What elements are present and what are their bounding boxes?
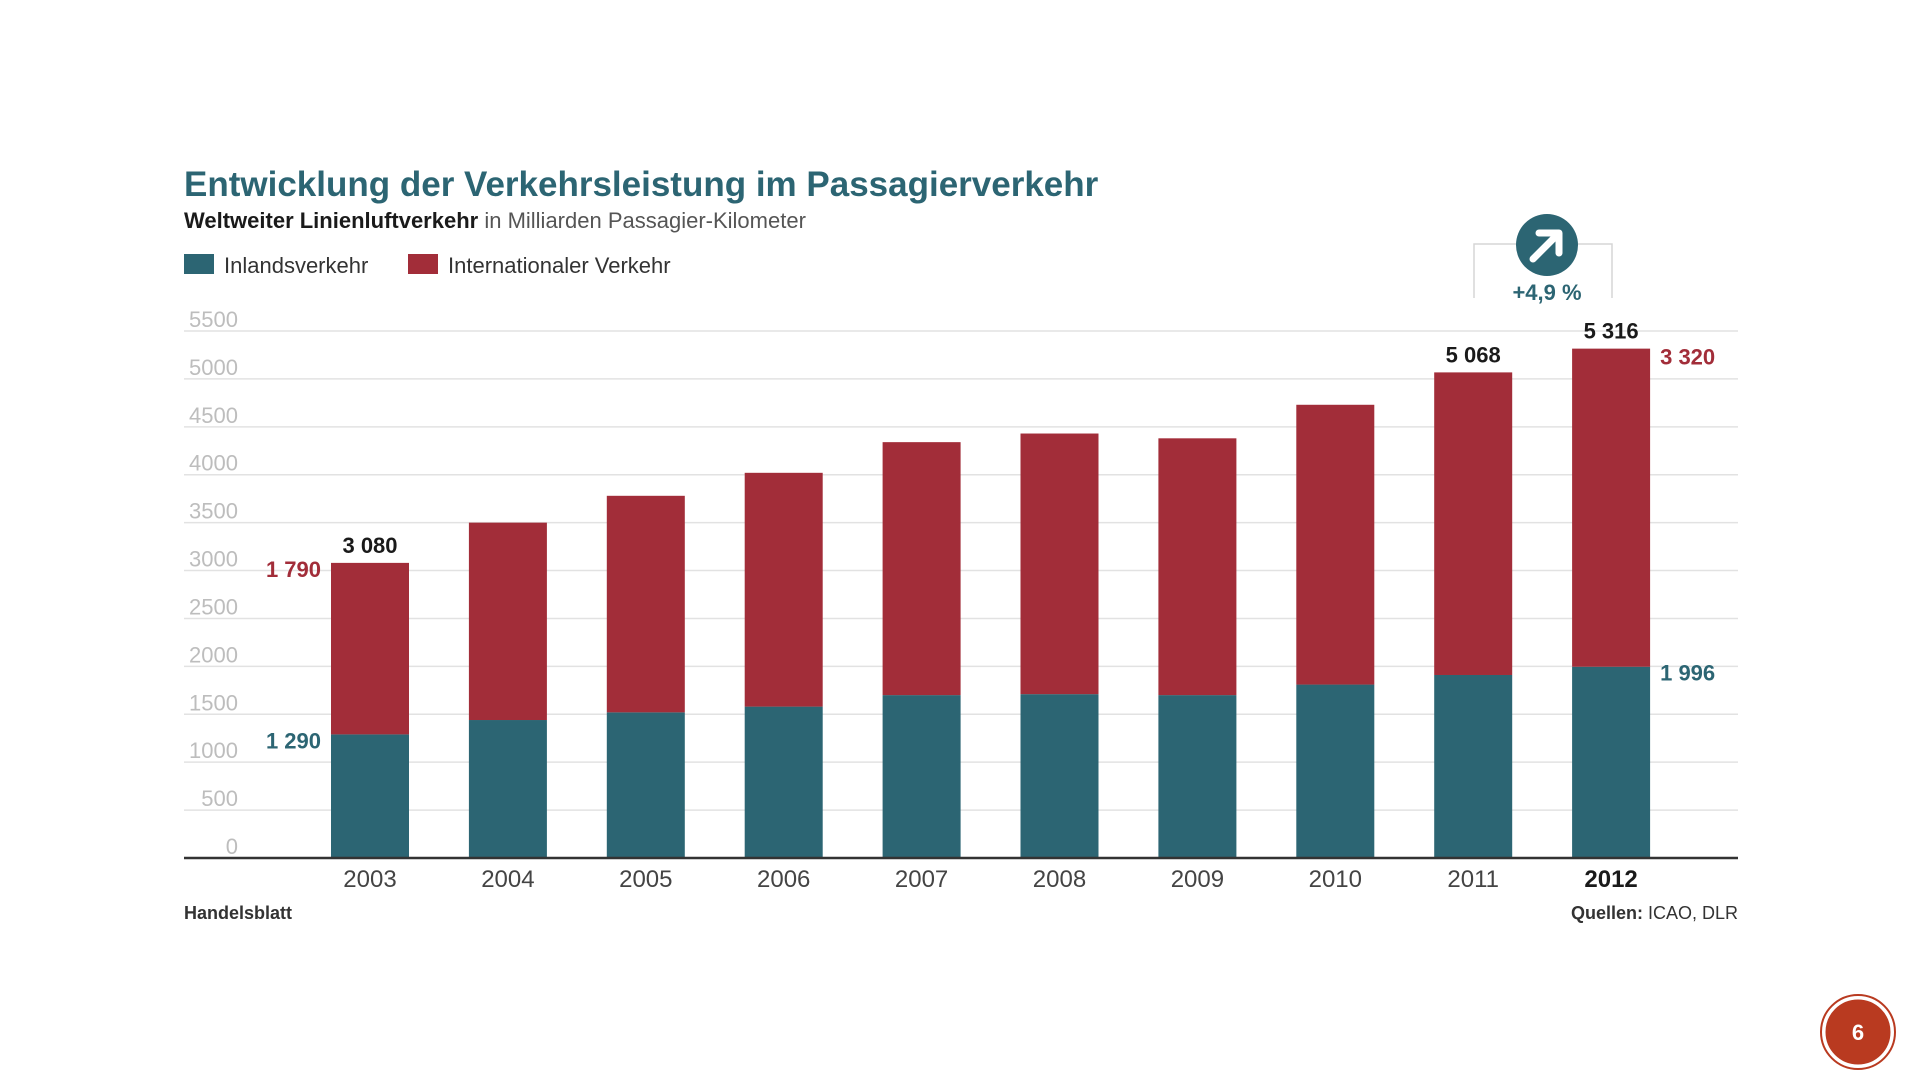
bar-domestic-2009 bbox=[1158, 695, 1237, 858]
page-badge-ring bbox=[1820, 994, 1896, 1070]
legend-label-domestic: Inlandsverkehr bbox=[224, 253, 368, 278]
footer-sources: Quellen: ICAO, DLR bbox=[1571, 903, 1738, 923]
bar-domestic-2006 bbox=[744, 706, 823, 858]
y-tick-4000: 4000 bbox=[189, 451, 238, 476]
bar-international-2003 bbox=[331, 562, 409, 735]
total-label-2011: 5 068 bbox=[1446, 342, 1501, 367]
y-tick-0: 0 bbox=[226, 834, 238, 859]
x-tick-2003: 2003 bbox=[343, 866, 396, 893]
chart-title: Entwicklung der Verkehrsleistung im Pass… bbox=[184, 165, 1099, 204]
bar-domestic-2011 bbox=[1434, 674, 1513, 858]
x-tick-2010: 2010 bbox=[1309, 866, 1362, 893]
subtitle-bold: Weltweiter Linienluftverkehr bbox=[184, 208, 479, 233]
page-badge-icon bbox=[1822, 996, 1894, 1068]
y-tick-2000: 2000 bbox=[189, 642, 238, 667]
x-tick-2007: 2007 bbox=[895, 866, 948, 893]
bar-international-2008 bbox=[1020, 433, 1099, 695]
value-labels: 3 080 1 790 1 290 5 068 5 316 3 320 1 996 bbox=[266, 319, 1715, 754]
x-tick-2006: 2006 bbox=[757, 866, 810, 893]
y-tick-3000: 3000 bbox=[189, 547, 238, 572]
growth-indicator: +4,9 % bbox=[1473, 214, 1613, 306]
bar-domestic-2004 bbox=[468, 720, 547, 858]
bar-international-2012 bbox=[1572, 348, 1651, 667]
bar-international-2011 bbox=[1434, 372, 1513, 675]
domestic-label-2003: 1 290 bbox=[266, 728, 321, 753]
bar-international-2005 bbox=[606, 495, 685, 713]
legend-label-international: Internationaler Verkehr bbox=[448, 253, 671, 278]
x-tick-2004: 2004 bbox=[481, 866, 534, 893]
y-tick-5000: 5000 bbox=[189, 355, 238, 380]
total-label-2003: 3 080 bbox=[342, 533, 397, 558]
x-tick-2011: 2011 bbox=[1447, 866, 1499, 893]
bar-domestic-2010 bbox=[1296, 684, 1375, 858]
x-tick-2012: 2012 bbox=[1584, 866, 1637, 893]
x-tick-2009: 2009 bbox=[1171, 866, 1224, 893]
footer-publisher: Handelsblatt bbox=[184, 903, 292, 923]
bar-domestic-2008 bbox=[1020, 694, 1099, 858]
page-number: 6 bbox=[1852, 1020, 1864, 1045]
growth-label-bg bbox=[1496, 276, 1598, 306]
arrow-up-right-icon bbox=[1529, 229, 1563, 263]
bar-international-2010 bbox=[1296, 404, 1375, 685]
bar-international-2009 bbox=[1158, 438, 1237, 696]
x-tick-2008: 2008 bbox=[1033, 866, 1086, 893]
y-tick-500: 500 bbox=[201, 786, 238, 811]
bar-domestic-2012 bbox=[1572, 666, 1651, 858]
legend-swatch-domestic bbox=[184, 254, 214, 274]
bar-international-2004 bbox=[468, 522, 547, 721]
bar-domestic-2007 bbox=[882, 695, 961, 858]
chart-subtitle: Weltweiter Linienluftverkehr in Milliard… bbox=[184, 208, 806, 233]
y-tick-5500: 5500 bbox=[189, 307, 238, 332]
y-tick-3500: 3500 bbox=[189, 499, 238, 524]
bar-international-2007 bbox=[882, 442, 961, 696]
y-axis-ticks: 0 500 1000 1500 2000 2500 3000 3500 4000 4500 5000… bbox=[189, 307, 238, 859]
bar-domestic-2003 bbox=[331, 734, 409, 858]
y-tick-4500: 4500 bbox=[189, 403, 238, 428]
international-label-2003: 1 790 bbox=[266, 557, 321, 582]
subtitle-rest: in Milliarden Passagier-Kilometer bbox=[478, 208, 806, 233]
bar-international-2006 bbox=[744, 472, 823, 707]
legend-swatch-international bbox=[408, 254, 438, 274]
bar-domestic-2005 bbox=[606, 712, 685, 858]
footer-sources-label: Quellen: bbox=[1571, 903, 1643, 923]
x-tick-2005: 2005 bbox=[619, 866, 672, 893]
total-label-2012: 5 316 bbox=[1584, 319, 1639, 344]
international-label-2012: 3 320 bbox=[1660, 345, 1715, 370]
domestic-label-2012: 1 996 bbox=[1660, 661, 1715, 686]
footer-sources-value: ICAO, DLR bbox=[1643, 903, 1738, 923]
bars bbox=[331, 348, 1651, 858]
x-axis-ticks: 2003 2004 2005 2006 2007 2008 2009 2010 2011 2012 bbox=[343, 866, 1637, 893]
y-tick-1000: 1000 bbox=[189, 738, 238, 763]
growth-label: +4,9 % bbox=[1512, 280, 1581, 305]
page-number-badge: 6 bbox=[1820, 994, 1896, 1070]
y-tick-2500: 2500 bbox=[189, 594, 238, 619]
y-tick-1500: 1500 bbox=[189, 690, 238, 715]
